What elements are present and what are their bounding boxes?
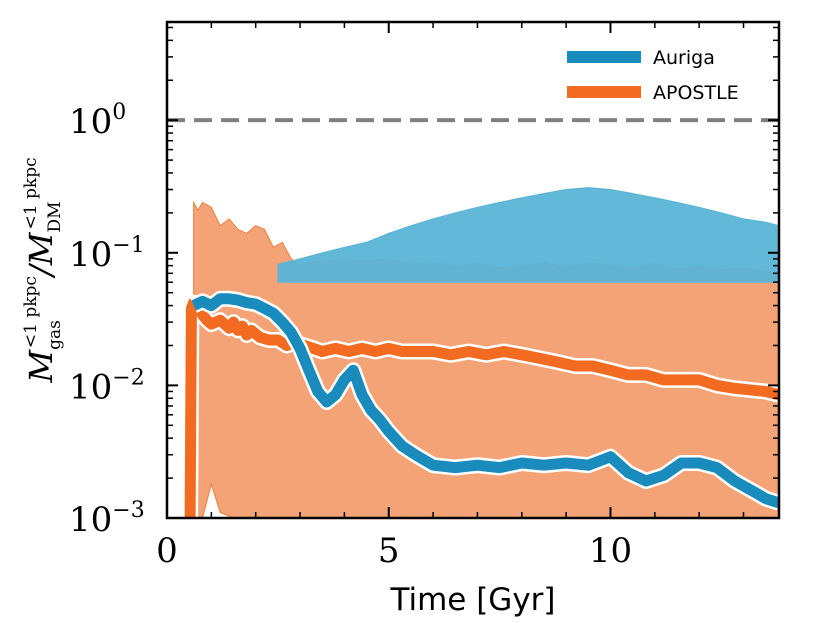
x-tick-label-5: 5 bbox=[378, 531, 400, 571]
y-tick-label-1e-1: 10−1 bbox=[69, 233, 145, 275]
auriga-median-line bbox=[191, 293, 779, 509]
x-tick-label-10: 10 bbox=[589, 531, 632, 571]
axes-frame bbox=[165, 20, 781, 520]
axis-ticks bbox=[166, 22, 779, 519]
x-tick-label-0: 0 bbox=[156, 531, 178, 571]
plot-area bbox=[167, 118, 779, 518]
auriga-scatter-band bbox=[277, 187, 779, 283]
legend-label-apostle: APOSTLE bbox=[653, 82, 739, 104]
y-tick-label-1e-2: 10−2 bbox=[69, 365, 145, 407]
legend: Auriga APOSTLE bbox=[567, 47, 739, 104]
y-tick-label-1e0: 100 bbox=[69, 100, 126, 142]
y-tick-label-1e-3: 10−3 bbox=[69, 498, 145, 540]
y-axis-label: Mgas<1 pkpc/MDM<1 pkpc bbox=[21, 157, 65, 383]
legend-label-auriga: Auriga bbox=[653, 47, 715, 69]
apostle-median-line bbox=[184, 297, 779, 518]
x-tick-labels: 0 5 10 bbox=[156, 531, 632, 571]
y-tick-labels: 10−3 10−2 10−1 100 bbox=[69, 100, 145, 540]
x-axis-label: Time [Gyr] bbox=[389, 582, 555, 618]
